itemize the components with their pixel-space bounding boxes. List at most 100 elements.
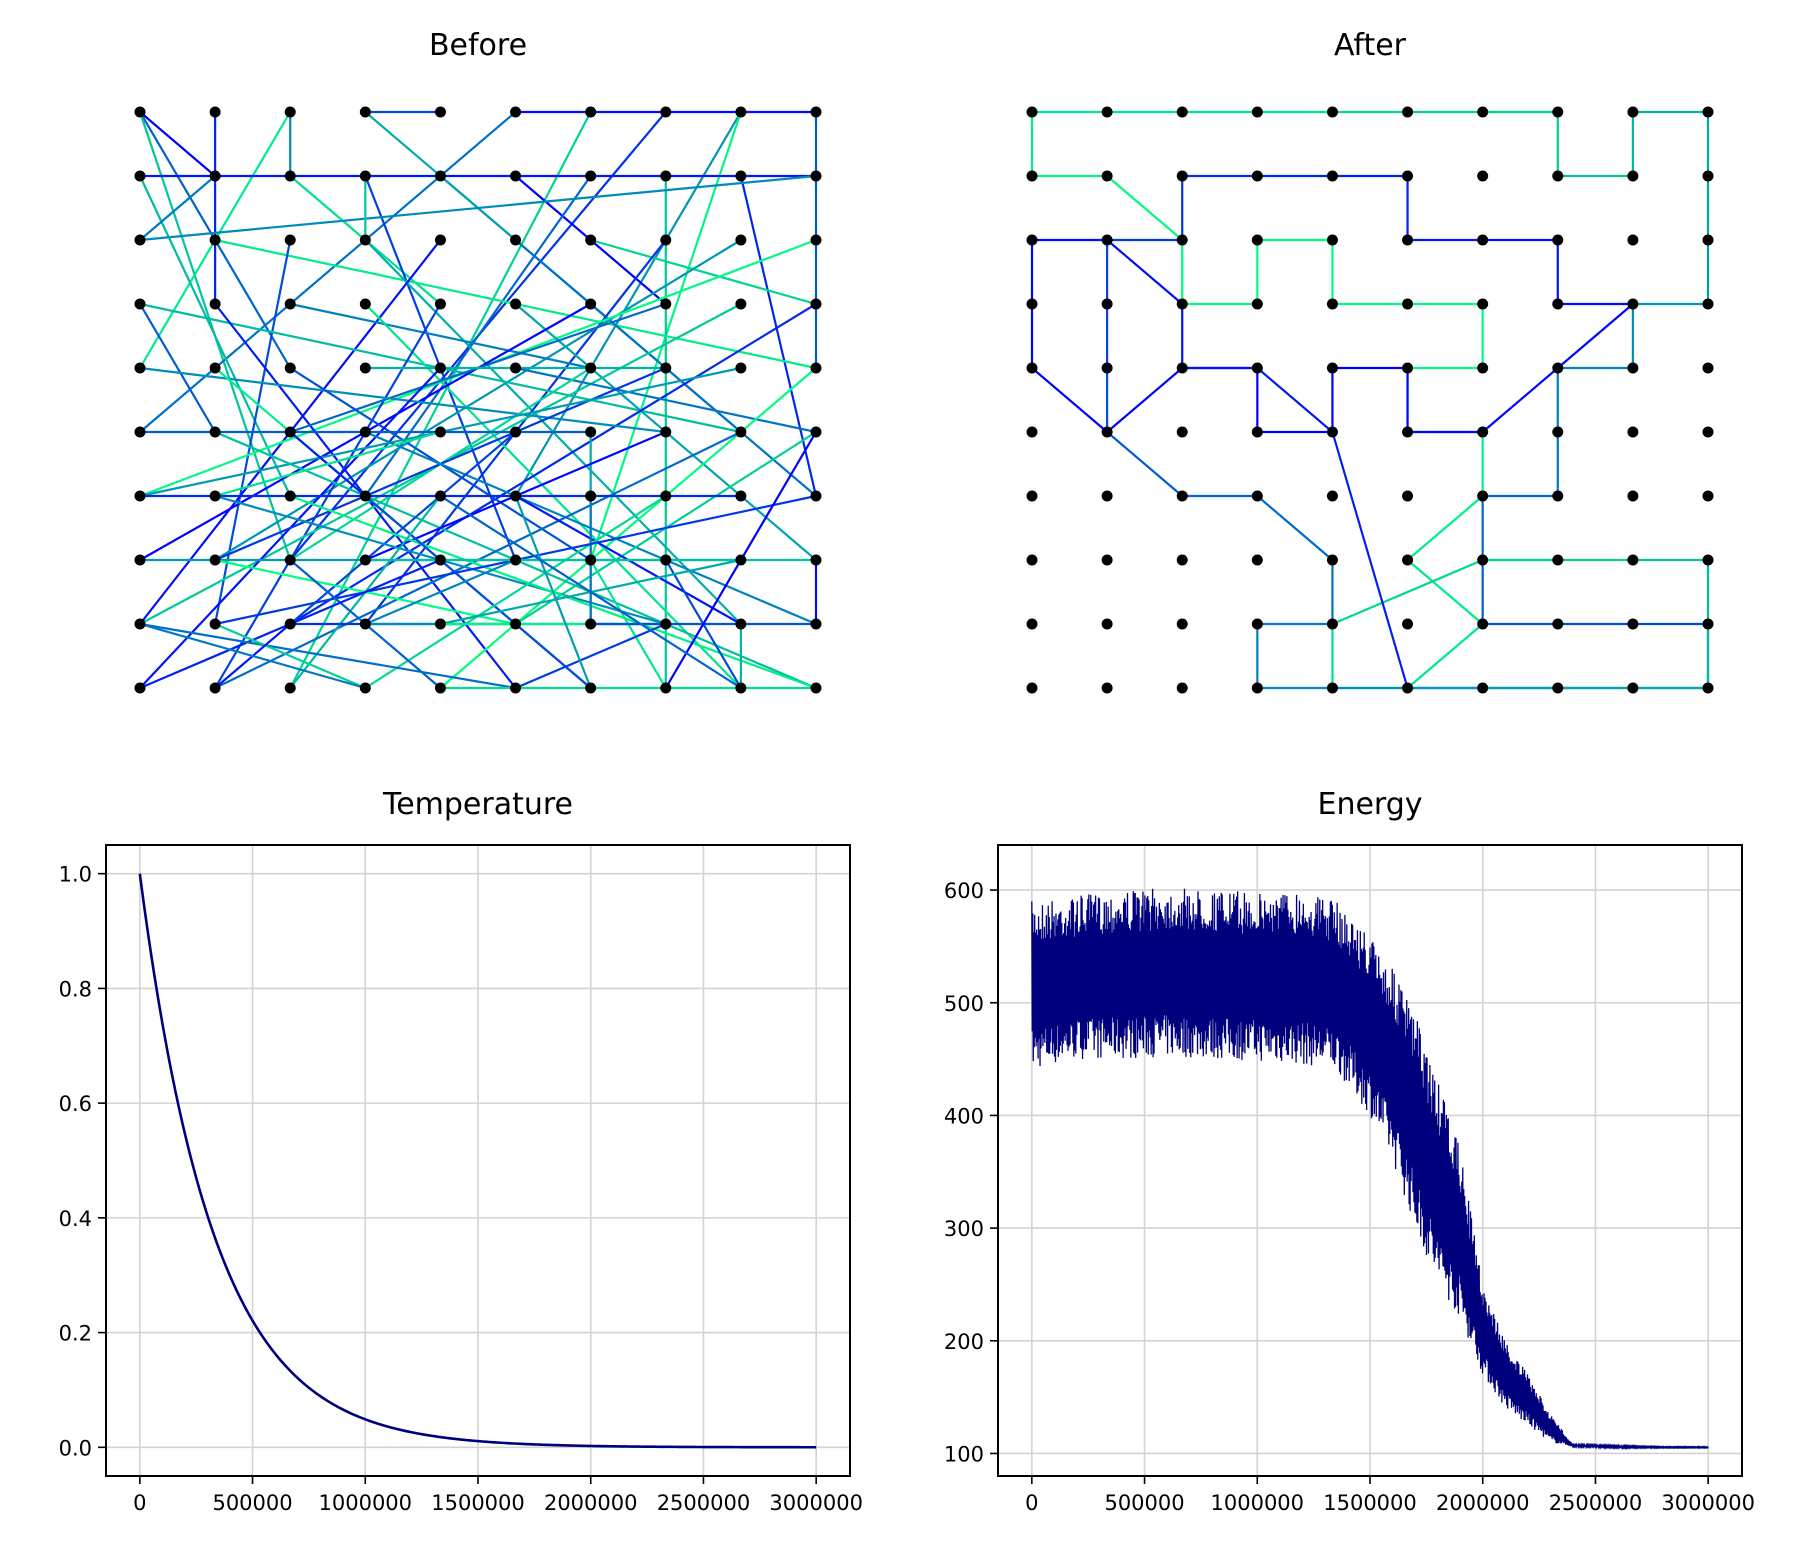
city-node [134,170,146,182]
city-node [1402,490,1414,502]
before-city-nodes [134,106,822,694]
city-node [660,426,672,438]
city-node [209,234,221,246]
y-tick-label: 0.6 [59,1092,92,1116]
city-node [735,234,747,246]
city-node [134,682,146,694]
city-node [585,618,597,630]
tour-edge [739,175,818,497]
city-node [1101,682,1113,694]
city-node [1251,490,1263,502]
city-node [1552,234,1564,246]
city-node [1702,426,1714,438]
y-tick-label: 500 [944,992,984,1016]
tour-edge [439,495,742,689]
city-node [810,554,822,566]
city-node [1026,618,1038,630]
city-node [510,170,522,182]
city-node [810,618,822,630]
city-node [434,618,446,630]
city-node [359,426,371,438]
city-node [1552,490,1564,502]
city-node [1402,554,1414,566]
tour-edge [1406,559,1484,625]
city-node [284,362,296,374]
city-node [434,234,446,246]
city-node [284,682,296,694]
y-tick-label: 0.2 [59,1322,92,1346]
tour-edge [289,111,592,689]
city-node [1627,554,1639,566]
city-node [1477,362,1489,374]
city-node [810,362,822,374]
city-node [735,298,747,310]
city-node [510,490,522,502]
x-tick-label: 2000000 [1436,1491,1530,1515]
city-node [1026,362,1038,374]
city-node [209,298,221,310]
city-node [1176,618,1188,630]
tour-edge [214,239,742,561]
city-node [1402,234,1414,246]
after-tour-edges [1030,110,1710,690]
y-tick-label: 200 [944,1330,984,1354]
city-node [510,362,522,374]
x-tick-label: 1500000 [1323,1491,1417,1515]
tour-edge [214,622,366,690]
tour-edge [1031,367,1108,433]
city-node [209,426,221,438]
city-node [1402,426,1414,438]
before-panel: Before [134,28,822,694]
city-node [1477,682,1489,694]
city-node [660,106,672,118]
city-node [1627,426,1639,438]
city-node [1251,682,1263,694]
tour-edge [289,303,817,625]
city-node [1552,170,1564,182]
city-node [1627,618,1639,630]
x-tick-label: 1000000 [319,1491,413,1515]
x-tick-label: 0 [1025,1491,1038,1515]
city-node [284,554,296,566]
city-node [660,682,672,694]
city-node [1552,682,1564,694]
city-node [735,106,747,118]
tour-edge [1557,303,1634,369]
tour-edge [139,175,216,241]
city-node [1026,682,1038,694]
city-node [1101,618,1113,630]
city-node [1402,682,1414,694]
city-node [1627,682,1639,694]
city-node [585,554,597,566]
city-node [585,682,597,694]
city-node [810,170,822,182]
city-node [134,426,146,438]
city-node [660,490,672,502]
tour-edge [139,174,817,242]
city-node [1552,554,1564,566]
temperature-tick-labels: 0 500000 1000000 1500000 2000000 2500000 30000… [59,863,863,1515]
city-node [359,362,371,374]
city-node [660,362,672,374]
tour-edge [515,622,667,690]
city-node [1326,298,1338,310]
temperature-title: Temperature [382,787,573,822]
city-node [1627,490,1639,502]
tour-edge [1481,367,1559,433]
tour-edge [1106,367,1183,433]
city-node [810,106,822,118]
tour-edge [1256,367,1334,433]
city-node [1627,234,1639,246]
y-tick-label: 1.0 [59,863,92,887]
city-node [660,234,672,246]
city-node [1101,554,1113,566]
city-node [1552,298,1564,310]
tour-edge [1106,175,1183,241]
city-node [1702,682,1714,694]
city-node [1026,106,1038,118]
city-node [510,682,522,694]
city-node [1402,298,1414,310]
city-node [1627,106,1639,118]
city-node [1176,170,1188,182]
tour-edge [1256,495,1334,561]
